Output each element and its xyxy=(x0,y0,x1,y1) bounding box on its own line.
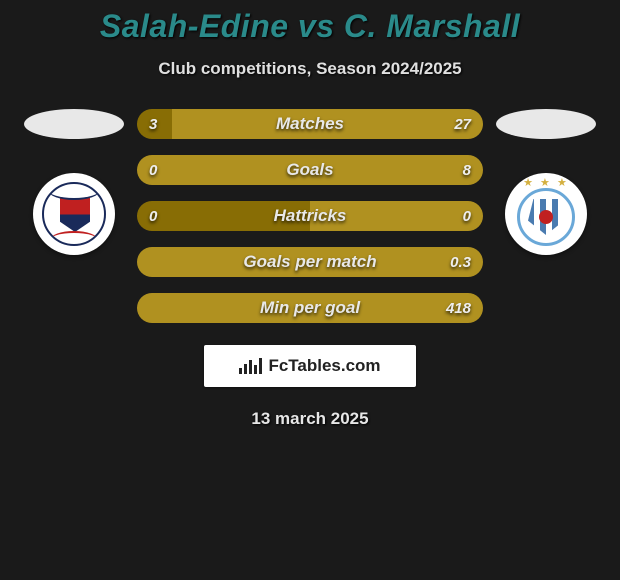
stat-left-value: 0 xyxy=(149,155,157,185)
right-flag-icon xyxy=(496,109,596,139)
stat-right-value: 418 xyxy=(446,293,471,323)
barchart-icon xyxy=(239,358,262,374)
stat-bars: Matches327Goals08Hattricks00Goals per ma… xyxy=(137,109,483,323)
right-club-badge: ★ ★ ★ xyxy=(505,173,587,255)
attribution-label: FcTables.com xyxy=(268,356,380,376)
stat-bar-left-segment xyxy=(137,201,310,231)
huddersfield-badge-icon: ★ ★ ★ xyxy=(514,182,578,246)
page-title: Salah-Edine vs C. Marshall xyxy=(0,8,620,45)
main-row: Matches327Goals08Hattricks00Goals per ma… xyxy=(0,109,620,323)
right-player-column: ★ ★ ★ xyxy=(491,109,601,255)
stat-right-value: 0.3 xyxy=(450,247,471,277)
date-label: 13 march 2025 xyxy=(0,409,620,429)
stat-bar: Goals per match0.3 xyxy=(137,247,483,277)
stat-bar: Min per goal418 xyxy=(137,293,483,323)
stat-left-value: 3 xyxy=(149,109,157,139)
stat-bar: Goals08 xyxy=(137,155,483,185)
stat-bar-right-segment xyxy=(137,293,483,323)
stat-bar-right-segment xyxy=(172,109,483,139)
left-flag-icon xyxy=(24,109,124,139)
stat-bar: Matches327 xyxy=(137,109,483,139)
stat-right-value: 27 xyxy=(454,109,471,139)
stat-bar-right-segment xyxy=(310,201,483,231)
stat-bar: Hattricks00 xyxy=(137,201,483,231)
left-player-column xyxy=(19,109,129,255)
comparison-card: Salah-Edine vs C. Marshall Club competit… xyxy=(0,0,620,429)
stat-bar-right-segment xyxy=(137,247,483,277)
left-club-badge xyxy=(33,173,115,255)
stat-left-value: 0 xyxy=(149,201,157,231)
subtitle: Club competitions, Season 2024/2025 xyxy=(0,59,620,79)
attribution-box: FcTables.com xyxy=(204,345,416,387)
stat-bar-right-segment xyxy=(137,155,483,185)
stat-right-value: 8 xyxy=(463,155,471,185)
stat-right-value: 0 xyxy=(463,201,471,231)
crawley-shield-icon xyxy=(42,182,106,246)
